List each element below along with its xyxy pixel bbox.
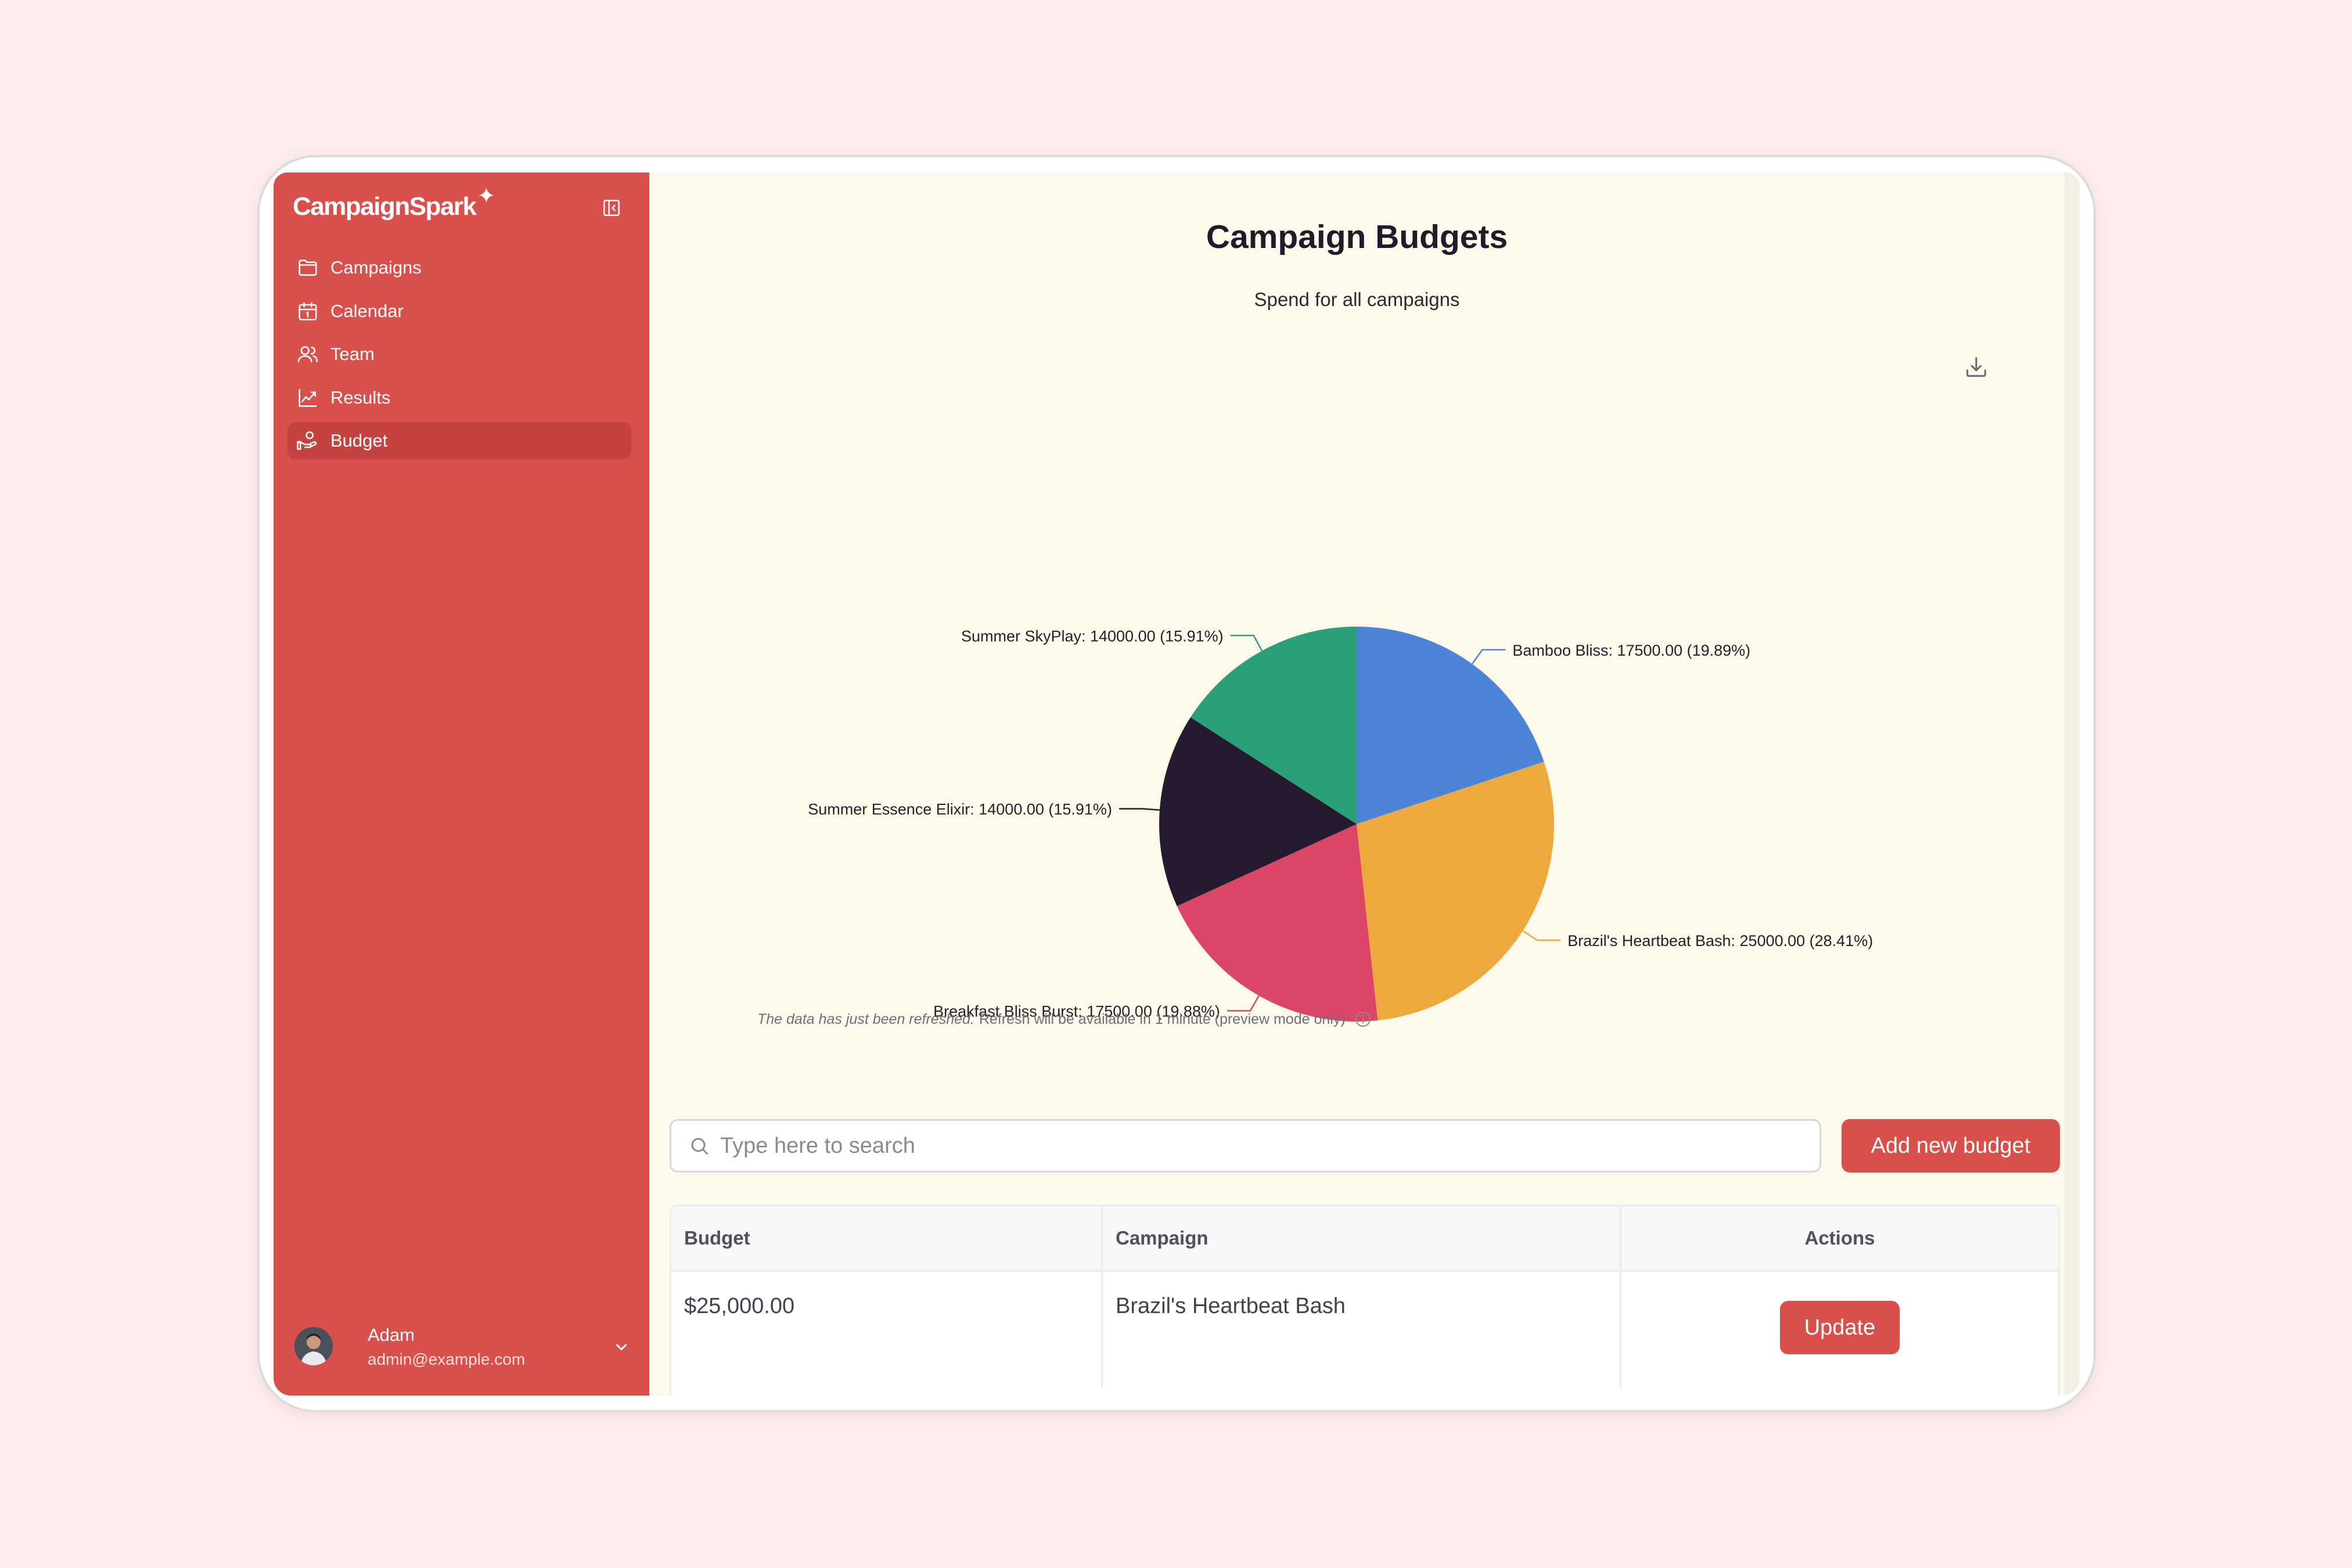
- user-menu[interactable]: Adam admin@example.com: [294, 1322, 631, 1373]
- budget-table: Budget Campaign Actions $25,000.00 Brazi…: [670, 1204, 2060, 1396]
- pie-slice-0[interactable]: [1357, 627, 1544, 824]
- column-header-budget[interactable]: Budget: [671, 1206, 1103, 1270]
- sidebar-item-label: Budget: [330, 430, 388, 451]
- column-header-campaign[interactable]: Campaign: [1103, 1206, 1621, 1270]
- pie-leader-line-0: [1471, 649, 1506, 664]
- sidebar-item-label: Calendar: [330, 300, 404, 321]
- budget-icon: [297, 431, 317, 450]
- pie-label-1: Brazil's Heartbeat Bash: 25000.00 (28.41…: [1567, 932, 1873, 950]
- update-button[interactable]: Update: [1780, 1301, 1900, 1354]
- main-content: Campaign Budgets Spend for all campaigns…: [649, 172, 2065, 1396]
- table-row: $25,000.00 Brazil's Heartbeat Bash Updat…: [671, 1272, 2058, 1388]
- pie-slice-1[interactable]: [1357, 761, 1554, 1021]
- app-window: CampaignSpark✦ Campaigns Calendar Team R…: [274, 172, 2080, 1396]
- pie-slice-4[interactable]: [1190, 627, 1357, 824]
- pie-label-3: Summer Essence Elixir: 14000.00 (15.91%): [808, 801, 1112, 818]
- user-name: Adam: [368, 1325, 415, 1345]
- sidebar: CampaignSpark✦ Campaigns Calendar Team R…: [274, 172, 649, 1396]
- pie-slice-2[interactable]: [1177, 824, 1378, 1022]
- sidebar-item-team[interactable]: Team: [287, 336, 631, 373]
- brand-logo[interactable]: CampaignSpark✦: [293, 184, 495, 221]
- sidebar-item-campaigns[interactable]: Campaigns: [287, 249, 631, 286]
- chevron-down-icon[interactable]: [611, 1336, 632, 1357]
- sidebar-item-label: Team: [330, 344, 375, 364]
- search-icon: [691, 1138, 708, 1155]
- info-icon[interactable]: [1354, 1010, 1372, 1028]
- avatar: [294, 1327, 333, 1365]
- sidebar-item-label: Campaigns: [330, 257, 422, 278]
- cell-campaign: Brazil's Heartbeat Bash: [1103, 1272, 1621, 1388]
- sidebar-item-results[interactable]: Results: [287, 379, 631, 416]
- pie-leader-line-4: [1230, 635, 1263, 652]
- page-title: Campaign Budgets: [1206, 218, 1508, 256]
- pie-label-2: Breakfast Bliss Burst: 17500.00 (19.88%): [933, 1003, 1220, 1020]
- users-icon: [297, 346, 318, 362]
- chart-line-icon: [299, 388, 317, 407]
- pie-leader-line-1: [1522, 930, 1561, 941]
- refresh-note: The data has just been refreshed. Refres…: [757, 1010, 1372, 1028]
- column-header-actions: Actions: [1804, 1227, 1875, 1249]
- calendar-icon: [299, 301, 317, 321]
- pie-leader-line-2: [1227, 995, 1260, 1012]
- search-input[interactable]: [720, 1133, 1794, 1159]
- sidebar-nav: Campaigns Calendar Team Results Budget: [287, 249, 631, 466]
- chart-subtitle: Spend for all campaigns: [1254, 289, 1460, 310]
- sidebar-item-budget[interactable]: Budget: [287, 422, 631, 459]
- user-email: admin@example.com: [368, 1350, 526, 1368]
- search-box[interactable]: [670, 1119, 1821, 1173]
- table-header: Budget Campaign Actions: [671, 1206, 2058, 1272]
- cell-budget: $25,000.00: [671, 1272, 1103, 1388]
- refresh-note-italic: The data has just been refreshed.: [757, 1010, 974, 1027]
- pie-leader-line-3: [1119, 808, 1160, 811]
- cell-actions: Update: [1621, 1272, 2058, 1388]
- brand-name: CampaignSpark: [293, 192, 477, 221]
- budget-pie-chart: Bamboo Bliss: 17500.00 (19.89%) Brazil's …: [808, 627, 1873, 1022]
- refresh-note-text: Refresh will be available in 1 minute (p…: [979, 1010, 1346, 1027]
- folder-icon: [299, 260, 317, 276]
- sparkle-icon: ✦: [477, 184, 495, 208]
- pie-label-4: Summer SkyPlay: 14000.00 (15.91%): [961, 627, 1224, 645]
- add-new-budget-button[interactable]: Add new budget: [1842, 1119, 2060, 1173]
- sidebar-item-calendar[interactable]: Calendar: [287, 293, 631, 330]
- collapse-sidebar-icon[interactable]: [602, 198, 621, 218]
- pie-label-0: Bamboo Bliss: 17500.00 (19.89%): [1512, 642, 1750, 659]
- pie-slice-3[interactable]: [1159, 717, 1357, 907]
- download-icon[interactable]: [1963, 354, 1990, 380]
- sidebar-item-label: Results: [330, 387, 391, 408]
